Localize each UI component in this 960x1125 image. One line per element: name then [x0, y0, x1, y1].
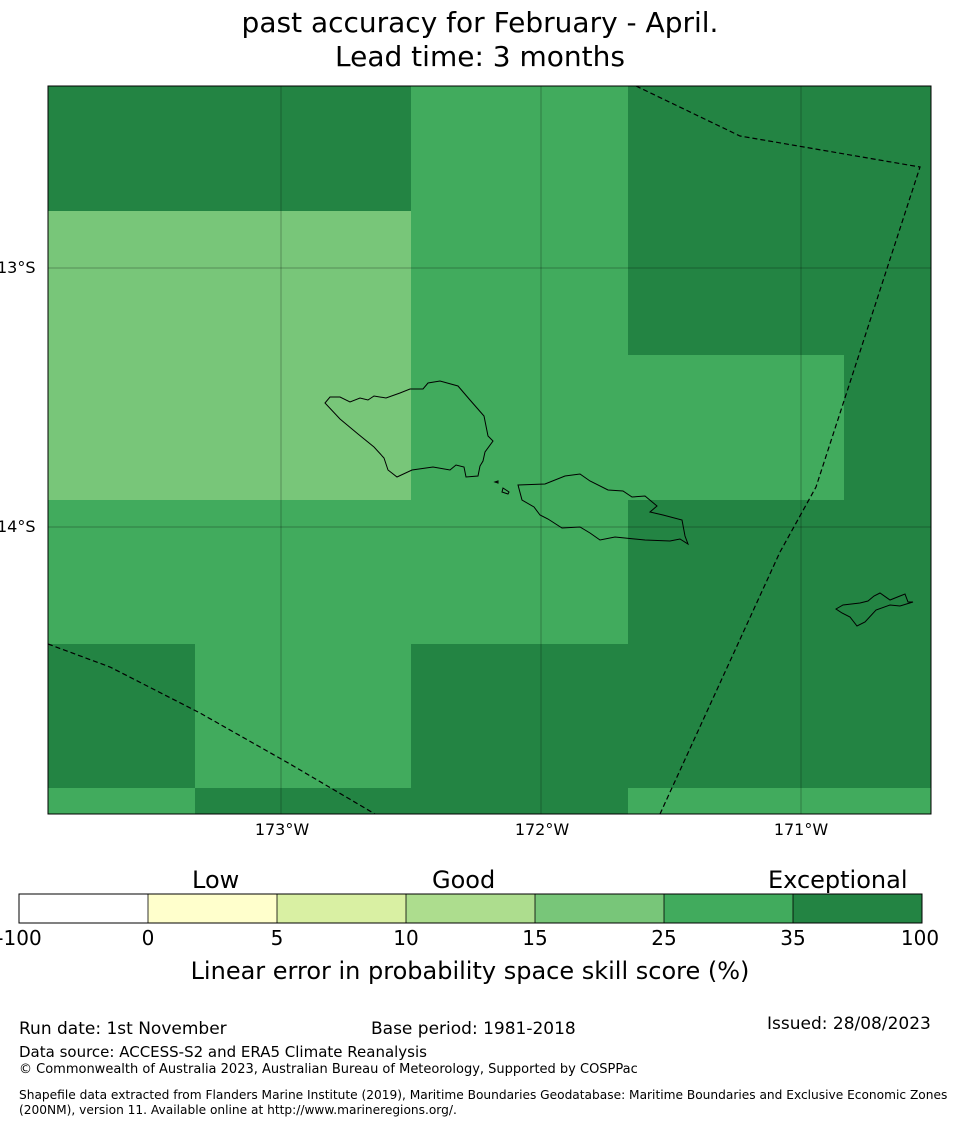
colorbar-segment: [19, 894, 148, 923]
grid-cell: [48, 355, 411, 500]
colorbar-tick: -100: [0, 926, 42, 950]
colorbar: [18, 893, 923, 924]
grid-cell: [48, 644, 195, 788]
grid-cell: [411, 644, 931, 788]
grid-cell: [628, 788, 931, 814]
run-date: Run date: 1st November: [19, 1019, 227, 1039]
manono-island: [501, 487, 510, 495]
savaii-island: [324, 380, 494, 478]
upolu-island: [517, 473, 689, 546]
grid-cell: [411, 355, 844, 500]
base-period: Base period: 1981-2018: [371, 1019, 576, 1039]
lon-label-172w: 172°W: [514, 820, 570, 839]
grid-cell: [411, 86, 628, 211]
colorbar-tick: 10: [393, 926, 419, 950]
colorbar-category-good: Good: [432, 866, 496, 894]
colorbar-segment: [793, 894, 922, 923]
map-title-line-3: Lead time: 3 months: [335, 40, 625, 73]
grid-cell: [628, 500, 931, 644]
colorbar-segment: [535, 894, 664, 923]
issued-date: Issued: 28/08/2023: [767, 1014, 931, 1034]
lat-label-14s: 14°S: [0, 517, 36, 536]
colorbar-category-low: Low: [192, 866, 240, 894]
colorbar-segment: [148, 894, 277, 923]
apolima-island: [493, 480, 499, 484]
grid-cell: [628, 211, 931, 355]
tutuila-island: [835, 592, 914, 627]
colorbar-tick: 100: [900, 926, 940, 950]
data-source: Data source: ACCESS-S2 and ERA5 Climate …: [19, 1043, 427, 1061]
colorbar-segment: [406, 894, 535, 923]
grid-cell: [48, 211, 411, 355]
colorbar-tick: 15: [522, 926, 548, 950]
shapefile-credit-line-1: Shapefile data extracted from Flanders M…: [19, 1088, 948, 1102]
lat-label-13s: 13°S: [0, 258, 36, 277]
skill-grid: [48, 86, 931, 814]
colorbar-segment: [277, 894, 406, 923]
grid-cell: [628, 86, 931, 211]
grid-cell: [411, 211, 628, 355]
grid-cell: [844, 355, 931, 500]
graticule: [48, 86, 931, 814]
maritime-boundaries: [47, 85, 921, 815]
lon-label-171w: 171°W: [773, 820, 829, 839]
shapefile-credit-line-2: (200NM), version 11. Available online at…: [19, 1103, 457, 1117]
colorbar-tick: 35: [780, 926, 806, 950]
grid-cell: [48, 788, 195, 814]
grid-cell: [48, 86, 411, 211]
colorbar-tick: 5: [270, 926, 284, 950]
map-frame: [47, 85, 932, 815]
grid-cell: [195, 788, 628, 814]
map-title-line-2: past accuracy for February - April.: [241, 6, 719, 39]
copyright: © Commonwealth of Australia 2023, Austra…: [19, 1062, 638, 1077]
colorbar-tick: 25: [651, 926, 677, 950]
colorbar-category-exceptional: Exceptional: [768, 866, 908, 894]
lon-label-173w: 173°W: [254, 820, 310, 839]
grid-cell: [195, 644, 411, 788]
colorbar-label: Linear error in probability space skill …: [190, 957, 750, 985]
colorbar-tick: 0: [141, 926, 155, 950]
colorbar-segment: [664, 894, 793, 923]
islands: [324, 380, 914, 627]
grid-cell: [48, 500, 628, 644]
